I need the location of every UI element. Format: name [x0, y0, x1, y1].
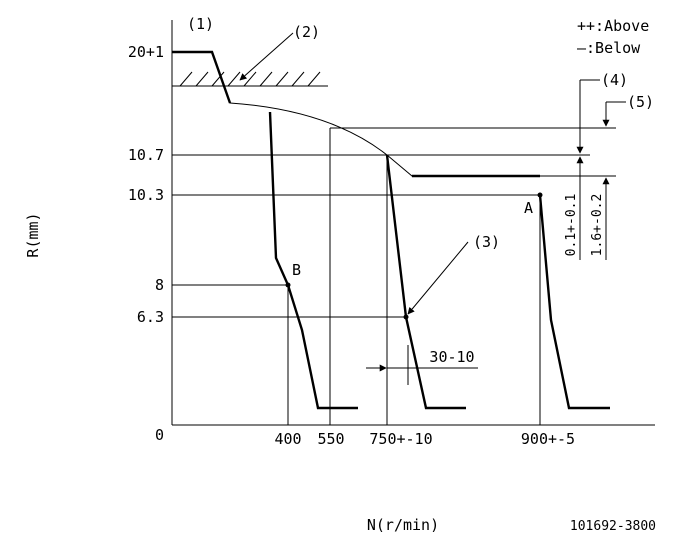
leader-3 [407, 241, 469, 315]
legend-below: —:Below [577, 39, 641, 57]
y-tick-10-3: 10.3 [128, 186, 164, 204]
x-tick-750: 750+-10 [369, 430, 432, 448]
x-tick-900: 900+-5 [521, 430, 575, 448]
dimension-5 [602, 101, 626, 260]
legend-above: ++:Above [577, 17, 649, 35]
main-curve [172, 51, 540, 177]
point-b-dot [285, 282, 291, 288]
x-axis-title: N(r/min) [367, 516, 439, 534]
main-curve-thick [172, 50, 540, 178]
point-a-dot [537, 192, 543, 198]
y-axis-title: R(mm) [24, 212, 42, 257]
dimension-30-10 [366, 345, 478, 385]
x-tick-400: 400 [274, 430, 301, 448]
point-3-dot [403, 314, 409, 320]
falloff-900 [538, 194, 610, 410]
y-tick-6-3: 6.3 [137, 308, 164, 326]
y-tick-20: 20+1 [128, 43, 164, 61]
y-tick-8: 8 [155, 276, 164, 294]
dimension-label-d3: 30-10 [429, 348, 474, 366]
stopper-hatch [172, 71, 328, 87]
leader-2 [239, 32, 294, 81]
point-b-label: B [292, 261, 301, 279]
part-number: 101692-3800 [570, 519, 656, 534]
falloff-400 [268, 111, 358, 410]
y-tick-10-7: 10.7 [128, 146, 164, 164]
callout-5: (5) [627, 93, 654, 111]
callout-4: (4) [601, 71, 628, 89]
callout-3: (3) [473, 233, 500, 251]
x-tick-550: 550 [317, 430, 344, 448]
dimension-4 [576, 79, 600, 260]
falloff-750 [385, 154, 466, 410]
dimension-label-d1: 0.1+-0.1 [564, 194, 579, 257]
callout-2: (2) [293, 23, 320, 41]
dimension-label-d2: 1.6+-0.2 [590, 194, 605, 257]
point-a-label: A [524, 199, 533, 217]
callout-1: (1) [187, 15, 214, 33]
y-tick-0: 0 [155, 426, 164, 444]
